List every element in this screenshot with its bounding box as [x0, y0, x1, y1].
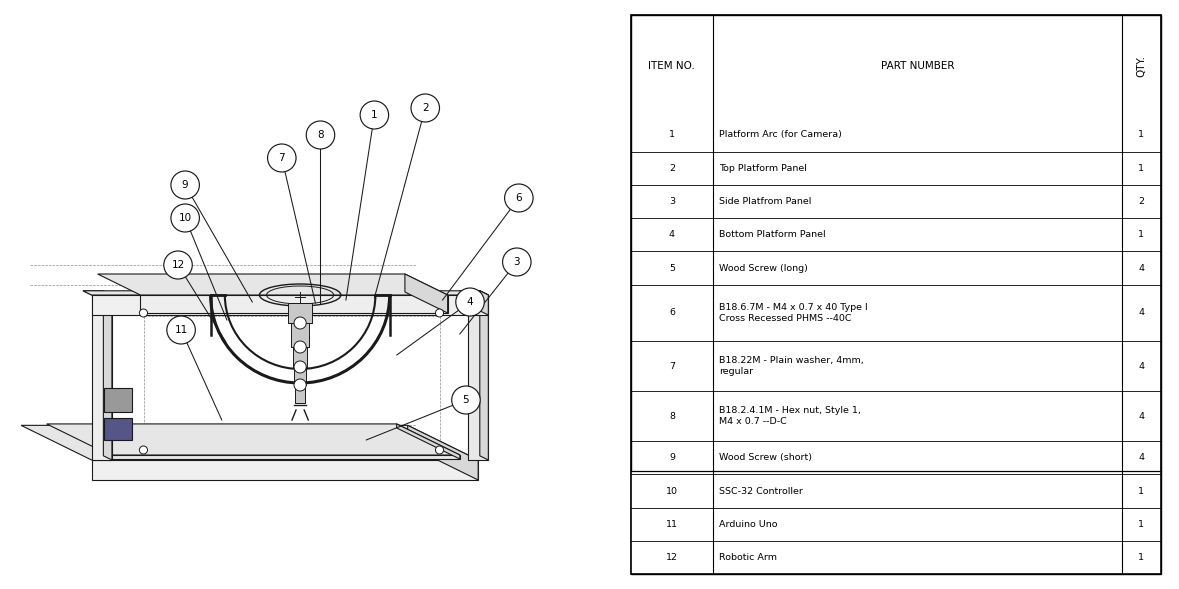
- Text: 1: 1: [1139, 130, 1145, 140]
- Text: 4: 4: [1139, 454, 1145, 462]
- Text: Wood Screw (long): Wood Screw (long): [719, 263, 808, 273]
- Circle shape: [360, 101, 389, 129]
- Polygon shape: [291, 323, 309, 347]
- Circle shape: [294, 317, 307, 329]
- Text: 4: 4: [1139, 263, 1145, 273]
- Circle shape: [452, 386, 480, 414]
- Text: 5: 5: [462, 395, 469, 405]
- Text: SSC-32 Controller: SSC-32 Controller: [719, 487, 803, 495]
- Circle shape: [411, 94, 440, 122]
- Polygon shape: [83, 291, 488, 295]
- Polygon shape: [98, 274, 448, 295]
- Text: 4: 4: [1139, 309, 1145, 317]
- Text: 12: 12: [171, 260, 185, 270]
- Text: 1: 1: [668, 130, 674, 140]
- Circle shape: [139, 446, 147, 454]
- Text: Side Platfrom Panel: Side Platfrom Panel: [719, 197, 811, 206]
- Text: 8: 8: [317, 130, 324, 140]
- Text: Robotic Arm: Robotic Arm: [719, 553, 777, 562]
- Text: 2: 2: [1139, 197, 1145, 206]
- Text: 5: 5: [668, 263, 674, 273]
- Polygon shape: [468, 295, 488, 460]
- Text: 6: 6: [668, 309, 674, 317]
- Text: 9: 9: [182, 180, 189, 190]
- Polygon shape: [288, 303, 312, 323]
- Text: 4: 4: [668, 230, 674, 239]
- Circle shape: [171, 204, 199, 232]
- Polygon shape: [110, 455, 460, 459]
- Text: 1: 1: [1139, 164, 1145, 173]
- Text: 10: 10: [666, 487, 678, 495]
- Polygon shape: [47, 424, 460, 455]
- Circle shape: [268, 144, 296, 172]
- Circle shape: [294, 341, 307, 353]
- Polygon shape: [295, 385, 305, 403]
- Polygon shape: [104, 418, 132, 440]
- Text: ITEM NO.: ITEM NO.: [648, 61, 696, 71]
- Polygon shape: [396, 424, 460, 459]
- Polygon shape: [92, 295, 112, 460]
- Text: Arduino Uno: Arduino Uno: [719, 520, 777, 529]
- Text: 7: 7: [668, 362, 674, 370]
- Text: 1: 1: [1139, 487, 1145, 495]
- Text: Platform Arc (for Camera): Platform Arc (for Camera): [719, 130, 842, 140]
- Text: 8: 8: [668, 412, 674, 421]
- Polygon shape: [92, 295, 488, 315]
- Polygon shape: [294, 367, 307, 385]
- Text: 11: 11: [174, 325, 187, 335]
- Text: 1: 1: [1139, 553, 1145, 562]
- Polygon shape: [140, 295, 448, 313]
- Text: B18.2.4.1M - Hex nut, Style 1,
M4 x 0.7 --D-C: B18.2.4.1M - Hex nut, Style 1, M4 x 0.7 …: [719, 406, 861, 426]
- Text: 2: 2: [422, 103, 429, 113]
- Circle shape: [139, 309, 147, 317]
- Text: 3: 3: [668, 197, 674, 206]
- Polygon shape: [460, 291, 488, 295]
- Text: 4: 4: [1139, 362, 1145, 370]
- Circle shape: [167, 316, 196, 344]
- Polygon shape: [83, 291, 112, 295]
- Circle shape: [307, 121, 335, 149]
- Text: 12: 12: [666, 553, 678, 562]
- Text: 2: 2: [668, 164, 674, 173]
- Text: 3: 3: [514, 257, 520, 267]
- Text: Bottom Platform Panel: Bottom Platform Panel: [719, 230, 825, 239]
- Polygon shape: [294, 347, 308, 367]
- Text: 1: 1: [1139, 230, 1145, 239]
- Polygon shape: [21, 425, 479, 460]
- Circle shape: [502, 248, 531, 276]
- Text: 4: 4: [467, 297, 473, 307]
- Polygon shape: [104, 388, 132, 412]
- Polygon shape: [92, 460, 479, 480]
- Circle shape: [294, 379, 307, 391]
- Text: Top Platform Panel: Top Platform Panel: [719, 164, 806, 173]
- Text: 1: 1: [1139, 520, 1145, 529]
- Text: Wood Screw (short): Wood Screw (short): [719, 454, 812, 462]
- Polygon shape: [480, 291, 488, 315]
- Text: B18.22M - Plain washer, 4mm,
regular: B18.22M - Plain washer, 4mm, regular: [719, 356, 864, 376]
- Circle shape: [171, 171, 199, 199]
- Polygon shape: [404, 274, 448, 313]
- Text: 7: 7: [278, 153, 285, 163]
- Text: PART NUMBER: PART NUMBER: [881, 61, 954, 71]
- Text: 11: 11: [666, 520, 678, 529]
- Text: 1: 1: [371, 110, 377, 120]
- Text: 6: 6: [515, 193, 522, 203]
- Text: B18.6.7M - M4 x 0.7 x 40 Type I
Cross Recessed PHMS --40C: B18.6.7M - M4 x 0.7 x 40 Type I Cross Re…: [719, 303, 868, 323]
- Polygon shape: [104, 291, 112, 460]
- Circle shape: [456, 288, 485, 316]
- Circle shape: [435, 309, 443, 317]
- Circle shape: [435, 446, 443, 454]
- Text: 10: 10: [178, 213, 192, 223]
- Polygon shape: [408, 425, 479, 480]
- Polygon shape: [480, 291, 488, 460]
- Circle shape: [294, 361, 307, 373]
- Circle shape: [505, 184, 533, 212]
- Text: 9: 9: [668, 454, 674, 462]
- Text: QTY.: QTY.: [1137, 55, 1146, 78]
- Text: 4: 4: [1139, 412, 1145, 421]
- Circle shape: [164, 251, 192, 279]
